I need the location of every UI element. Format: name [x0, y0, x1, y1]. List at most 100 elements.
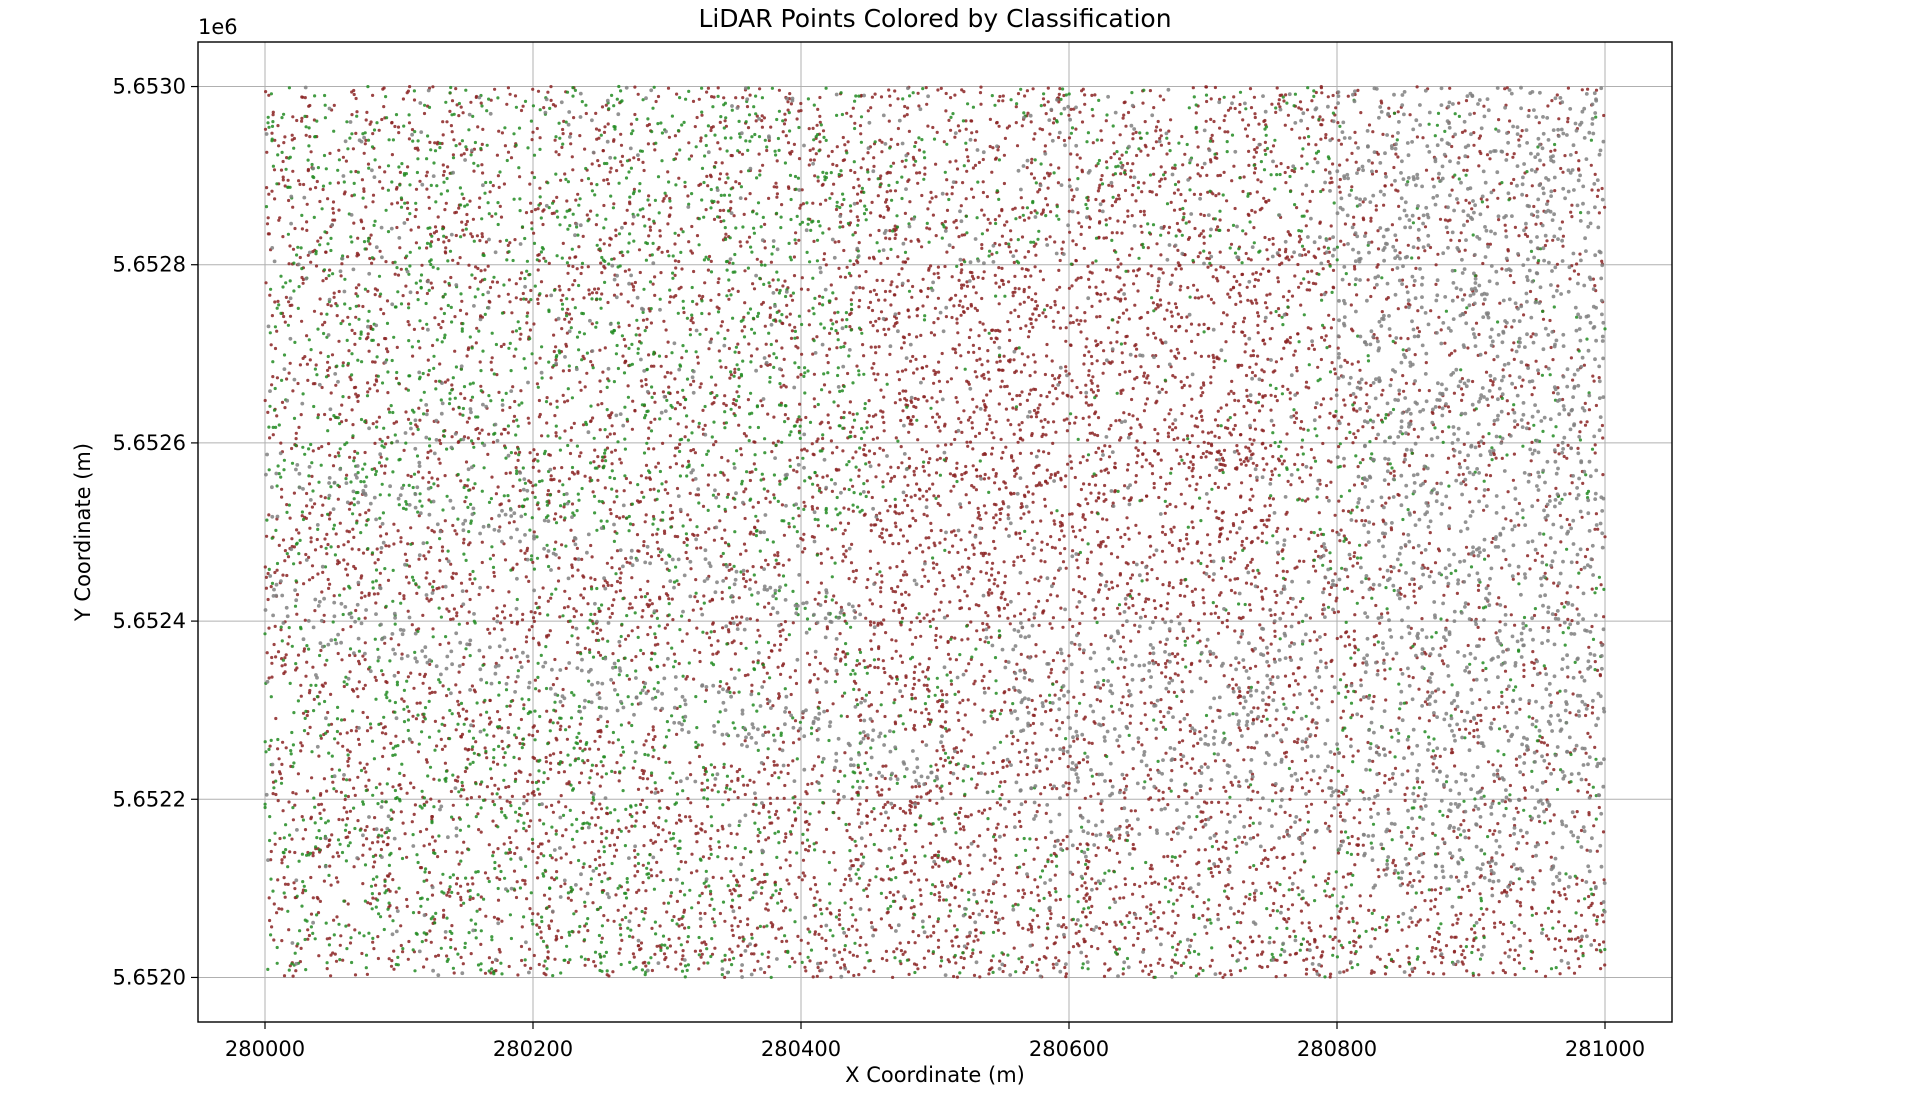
data-point: [1408, 973, 1412, 977]
data-point: [317, 803, 321, 807]
data-point: [1407, 956, 1411, 960]
data-point: [882, 395, 886, 399]
data-point: [326, 302, 330, 307]
data-point: [1436, 252, 1440, 256]
data-point: [1091, 782, 1096, 786]
data-point: [1009, 492, 1013, 496]
data-point: [657, 757, 661, 761]
data-point: [353, 331, 357, 336]
data-point: [1568, 711, 1572, 715]
data-point: [627, 323, 631, 327]
data-point: [1523, 752, 1527, 756]
data-point: [964, 669, 968, 673]
data-point: [834, 652, 838, 656]
data-point: [1031, 312, 1035, 316]
data-point: [548, 629, 552, 633]
data-point: [1305, 940, 1310, 944]
data-point: [1345, 802, 1349, 806]
data-point: [337, 208, 341, 212]
data-point: [880, 957, 885, 961]
data-point: [406, 609, 410, 613]
data-point: [1204, 85, 1208, 89]
data-point: [1312, 347, 1316, 351]
data-point: [937, 891, 941, 895]
data-point: [365, 825, 369, 829]
data-point: [565, 782, 569, 786]
data-point: [1254, 362, 1258, 366]
data-point: [323, 681, 327, 685]
data-point: [1164, 390, 1168, 394]
data-point: [841, 650, 845, 654]
data-point: [1181, 657, 1185, 662]
data-point: [1296, 886, 1300, 890]
data-point: [974, 434, 978, 438]
data-point: [627, 721, 631, 725]
data-point: [1137, 592, 1141, 596]
data-point: [903, 211, 908, 215]
data-point: [936, 768, 940, 772]
data-point: [1251, 349, 1255, 353]
data-point: [528, 451, 532, 455]
data-point: [1581, 481, 1585, 485]
data-point: [1025, 485, 1029, 489]
data-point: [971, 195, 976, 199]
data-point: [579, 271, 583, 276]
data-point: [1200, 166, 1204, 170]
data-point: [1364, 543, 1368, 547]
data-point: [266, 216, 270, 220]
data-point: [598, 653, 603, 657]
data-point: [579, 887, 583, 891]
data-point: [996, 822, 1000, 826]
data-point: [659, 848, 663, 852]
data-point: [1366, 278, 1370, 282]
data-point: [1123, 882, 1128, 887]
data-point: [1167, 581, 1172, 585]
data-point: [521, 104, 525, 108]
data-point: [409, 671, 413, 675]
data-point: [650, 651, 654, 655]
data-point: [427, 842, 432, 846]
data-point: [631, 766, 635, 770]
data-point: [677, 582, 681, 587]
data-point: [456, 699, 460, 703]
data-point: [1603, 535, 1607, 539]
data-point: [275, 376, 279, 380]
data-point: [799, 418, 803, 422]
data-point: [1090, 381, 1094, 385]
data-point: [881, 659, 885, 663]
data-point: [1544, 543, 1548, 547]
data-point: [1576, 957, 1580, 961]
data-point: [825, 709, 829, 713]
data-point: [594, 638, 599, 643]
data-point: [780, 939, 784, 944]
data-point: [972, 577, 976, 581]
data-point: [1191, 634, 1195, 638]
data-point: [578, 781, 582, 785]
data-point: [1211, 874, 1215, 878]
data-point: [1250, 557, 1254, 562]
data-point: [1084, 383, 1088, 387]
data-point: [281, 538, 286, 542]
data-point: [549, 98, 553, 102]
data-point: [372, 592, 376, 596]
data-point: [433, 690, 437, 694]
data-point: [1566, 86, 1570, 90]
data-point: [374, 678, 378, 683]
data-point: [1217, 540, 1221, 544]
data-point: [363, 658, 367, 662]
data-point: [617, 779, 621, 783]
data-point: [572, 615, 576, 619]
data-point: [1182, 403, 1186, 408]
data-point: [1248, 437, 1252, 441]
data-point: [612, 138, 616, 142]
data-point: [1083, 517, 1087, 522]
data-point: [1535, 551, 1540, 555]
data-point: [524, 211, 529, 215]
data-point: [578, 134, 582, 138]
data-point: [311, 449, 315, 453]
data-point: [1022, 971, 1026, 975]
data-point: [1504, 517, 1508, 521]
data-point: [856, 812, 860, 816]
data-point: [910, 642, 915, 646]
